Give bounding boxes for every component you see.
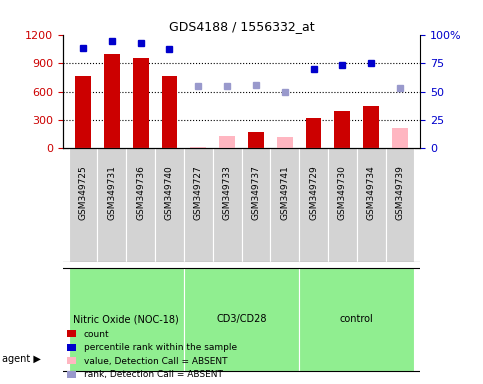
Text: GSM349739: GSM349739 (396, 166, 405, 220)
Bar (270, 149, 299, 262)
Text: GSM349740: GSM349740 (165, 166, 174, 220)
Bar (190, 147, 206, 149)
Bar (385, 149, 414, 262)
Text: GSM349730: GSM349730 (338, 166, 347, 220)
Text: GSM349736: GSM349736 (136, 166, 145, 220)
Bar (155, 149, 184, 262)
Text: CD3/CD28: CD3/CD28 (216, 314, 267, 324)
Bar (184, 268, 299, 371)
Bar (357, 149, 385, 262)
Bar (248, 132, 264, 149)
Bar (69, 149, 98, 262)
Bar (299, 268, 414, 371)
Bar (392, 128, 408, 149)
Bar (75, 76, 91, 149)
Bar (306, 118, 322, 149)
Text: agent ▶: agent ▶ (2, 354, 41, 364)
Bar (133, 58, 149, 149)
Text: Nitric Oxide (NOC-18): Nitric Oxide (NOC-18) (73, 314, 179, 324)
Text: control: control (340, 314, 374, 324)
Bar (161, 76, 177, 149)
Title: GDS4188 / 1556332_at: GDS4188 / 1556332_at (169, 20, 314, 33)
Text: GSM349734: GSM349734 (367, 166, 376, 220)
Text: GSM349729: GSM349729 (309, 166, 318, 220)
Text: GSM349725: GSM349725 (78, 166, 87, 220)
Bar (219, 136, 235, 149)
Legend: count, percentile rank within the sample, value, Detection Call = ABSENT, rank, : count, percentile rank within the sample… (67, 330, 237, 379)
Bar (242, 149, 270, 262)
Bar (328, 149, 357, 262)
Bar (126, 149, 155, 262)
Text: GSM349737: GSM349737 (252, 166, 260, 220)
Bar (69, 268, 184, 371)
Text: GSM349741: GSM349741 (280, 166, 289, 220)
Bar (98, 149, 126, 262)
Bar (104, 53, 120, 149)
Text: GSM349731: GSM349731 (107, 166, 116, 220)
Bar (184, 149, 213, 262)
Bar (299, 149, 328, 262)
Bar (277, 137, 293, 149)
Text: GSM349727: GSM349727 (194, 166, 203, 220)
Text: GSM349733: GSM349733 (223, 166, 231, 220)
Bar (213, 149, 242, 262)
Bar (334, 111, 350, 149)
Bar (363, 106, 379, 149)
